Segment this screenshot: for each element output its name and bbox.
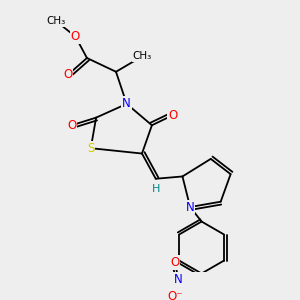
Text: N: N — [122, 98, 131, 110]
Text: O⁻: O⁻ — [167, 290, 183, 300]
Text: S: S — [87, 142, 94, 155]
Text: N: N — [186, 200, 194, 214]
Text: N: N — [174, 273, 183, 286]
Text: H: H — [152, 184, 160, 194]
Text: CH₃: CH₃ — [47, 16, 66, 26]
Text: O: O — [63, 68, 73, 81]
Text: O: O — [170, 256, 179, 269]
Text: O: O — [67, 119, 76, 132]
Text: CH₃: CH₃ — [132, 52, 152, 61]
Text: O: O — [71, 30, 80, 43]
Text: O: O — [168, 109, 177, 122]
